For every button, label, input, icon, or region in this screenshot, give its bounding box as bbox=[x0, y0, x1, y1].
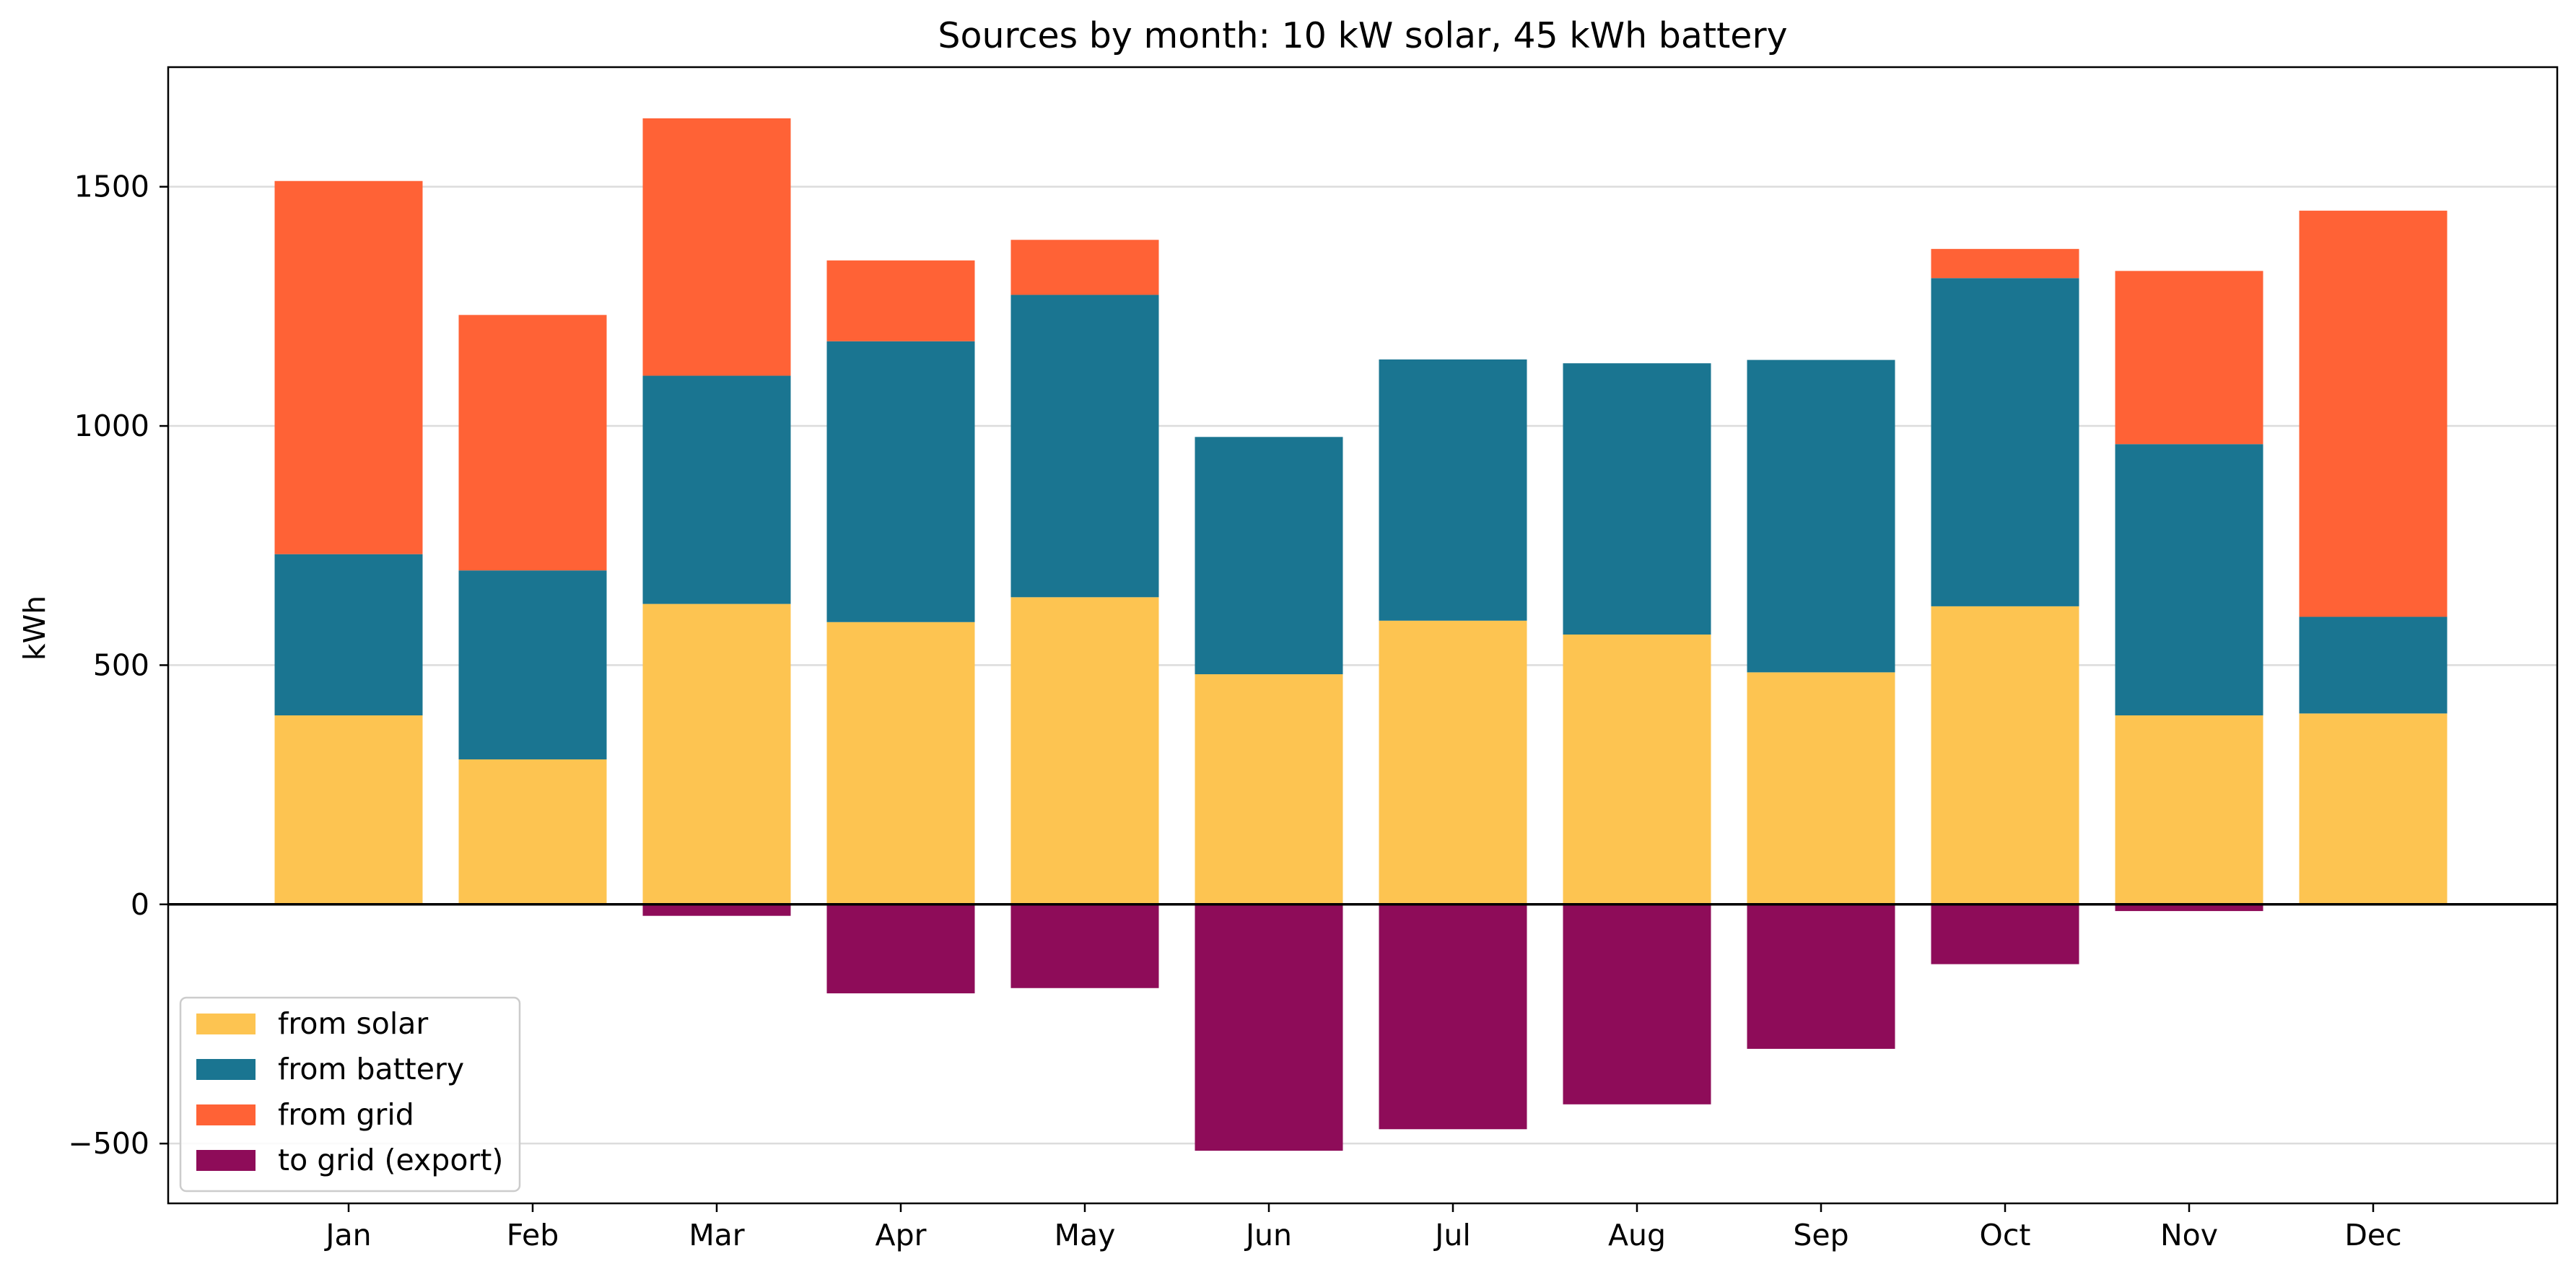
bar-from-battery-oct bbox=[1931, 278, 2079, 606]
bar-from-battery-mar bbox=[642, 375, 791, 604]
legend-label: from solar bbox=[278, 1006, 428, 1041]
legend-swatch bbox=[196, 1059, 256, 1080]
bar-from-solar-jul bbox=[1379, 620, 1527, 905]
x-tick-label: Mar bbox=[689, 1218, 744, 1252]
bar-from-grid-dec bbox=[2299, 210, 2448, 617]
bar-to-grid-export-oct bbox=[1931, 904, 2079, 964]
bar-to-grid-export-jul bbox=[1379, 904, 1527, 1130]
x-tick-label: Aug bbox=[1608, 1218, 1666, 1252]
x-tick-label: Sep bbox=[1793, 1218, 1848, 1252]
bar-from-grid-apr bbox=[826, 260, 975, 341]
x-axis: Jan Feb Mar Apr May Jun Jul Aug Sep Oct Nov Dec bbox=[323, 1203, 2402, 1252]
bar-from-solar-sep bbox=[1747, 672, 1895, 905]
bar-from-grid-oct bbox=[1931, 248, 2079, 279]
bar-to-grid-export-apr bbox=[826, 904, 975, 994]
bars bbox=[274, 118, 2448, 1151]
x-tick-label: May bbox=[1055, 1218, 1116, 1252]
x-tick-label: Oct bbox=[1980, 1218, 2031, 1252]
bar-to-grid-export-mar bbox=[642, 904, 791, 916]
bar-from-solar-jun bbox=[1195, 674, 1343, 905]
bar-from-solar-aug bbox=[1563, 635, 1711, 905]
y-tick-label: 1000 bbox=[74, 409, 149, 443]
legend-label: from grid bbox=[278, 1097, 414, 1132]
bar-to-grid-export-jun bbox=[1195, 904, 1343, 1151]
bar-from-battery-jul bbox=[1379, 359, 1527, 621]
bar-from-battery-feb bbox=[458, 570, 607, 759]
bar-from-grid-nov bbox=[2115, 271, 2263, 445]
bar-to-grid-export-aug bbox=[1563, 904, 1711, 1104]
bar-to-grid-export-sep bbox=[1747, 904, 1895, 1049]
y-axis-label: kWh bbox=[17, 596, 52, 661]
bar-from-grid-feb bbox=[458, 315, 607, 571]
x-tick-label: Jul bbox=[1433, 1218, 1470, 1252]
y-tick-label: 500 bbox=[93, 648, 149, 682]
bar-from-grid-jan bbox=[274, 180, 423, 554]
x-tick-label: Dec bbox=[2344, 1218, 2401, 1252]
plot-frame bbox=[167, 66, 2559, 1205]
x-tick-label: Jun bbox=[1244, 1218, 1292, 1252]
bar-from-solar-jan bbox=[274, 715, 423, 905]
y-tick-label: −500 bbox=[68, 1126, 149, 1161]
legend: from solar from battery from grid to grid (… bbox=[179, 996, 521, 1193]
bar-from-solar-dec bbox=[2299, 713, 2448, 905]
bar-from-solar-may bbox=[1010, 597, 1159, 905]
legend-swatch bbox=[196, 1104, 256, 1125]
bar-from-grid-mar bbox=[642, 118, 791, 376]
legend-label: from battery bbox=[278, 1052, 464, 1086]
x-tick-label: Apr bbox=[876, 1218, 927, 1252]
legend-swatch bbox=[196, 1150, 256, 1171]
x-tick-label: Nov bbox=[2160, 1218, 2218, 1252]
bar-from-grid-may bbox=[1010, 240, 1159, 295]
bar-from-solar-oct bbox=[1931, 606, 2079, 905]
bar-from-battery-sep bbox=[1747, 359, 1895, 673]
x-tick-label: Feb bbox=[507, 1218, 559, 1252]
bar-from-solar-feb bbox=[458, 759, 607, 905]
bar-from-solar-nov bbox=[2115, 715, 2263, 905]
chart-title: Sources by month: 10 kW solar, 45 kWh ba… bbox=[938, 15, 1787, 56]
bar-from-solar-apr bbox=[826, 622, 975, 905]
bar-from-battery-jan bbox=[274, 554, 423, 716]
bar-to-grid-export-may bbox=[1010, 904, 1159, 988]
bar-from-battery-dec bbox=[2299, 616, 2448, 714]
bar-from-battery-aug bbox=[1563, 363, 1711, 635]
bar-from-battery-apr bbox=[826, 341, 975, 622]
bar-from-battery-jun bbox=[1195, 437, 1343, 675]
y-axis: −500 0 500 1000 1500 bbox=[68, 170, 168, 1161]
legend-label: to grid (export) bbox=[278, 1143, 503, 1177]
x-tick-label: Jan bbox=[323, 1218, 371, 1252]
y-tick-label: 0 bbox=[131, 887, 149, 922]
bar-from-solar-mar bbox=[642, 603, 791, 905]
legend-box bbox=[179, 996, 521, 1193]
legend-swatch bbox=[196, 1014, 256, 1034]
y-tick-label: 1500 bbox=[74, 170, 149, 204]
bar-to-grid-export-nov bbox=[2115, 904, 2263, 912]
bar-from-battery-nov bbox=[2115, 444, 2263, 716]
bar-from-battery-may bbox=[1010, 295, 1159, 598]
